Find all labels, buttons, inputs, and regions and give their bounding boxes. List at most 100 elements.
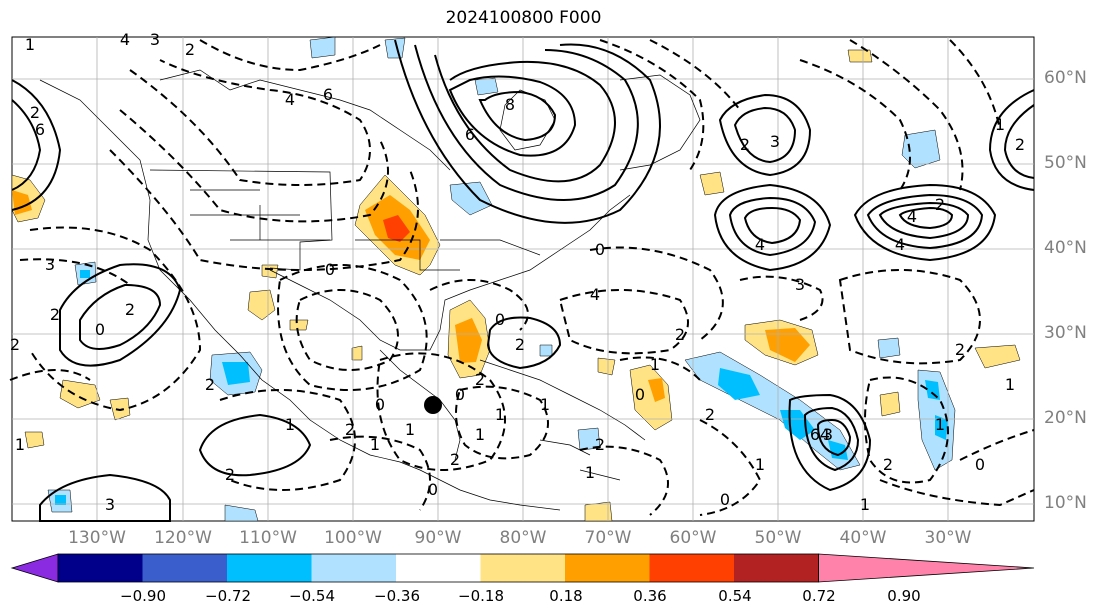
colorbar-segment — [58, 554, 143, 582]
contour-label: 6 — [465, 125, 475, 144]
colorbar-tick-label: 0.54 — [718, 587, 752, 605]
lat-label: 40°N — [1044, 238, 1087, 258]
contour-label: 1 — [15, 435, 25, 454]
contour-label: 0 — [455, 385, 465, 404]
lon-label: 40°W — [839, 528, 887, 548]
contour-label: 4 — [120, 30, 130, 49]
lon-label: 90°W — [414, 528, 462, 548]
lat-label: 60°N — [1044, 68, 1087, 88]
lon-label: 50°W — [754, 528, 802, 548]
contour-label: 2 — [705, 405, 715, 424]
contour-label: 1 — [495, 405, 505, 424]
contour-label: 2 — [205, 375, 215, 394]
contour-label: 1 — [860, 495, 870, 514]
colorbar-tick-label: 0.36 — [633, 587, 667, 605]
colorbar-outline — [57, 553, 819, 583]
contour-label: 0 — [325, 260, 335, 279]
colorbar-tick-label: −0.36 — [374, 587, 420, 605]
contour-label: 1 — [995, 115, 1005, 134]
contour-label: 4 — [907, 207, 917, 226]
contour-label: 2 — [50, 305, 60, 324]
contour-label: 1 — [540, 395, 550, 414]
contour-label: 2 — [955, 340, 965, 359]
contour-label: 4 — [590, 285, 600, 304]
colorbar-extend-max — [818, 553, 1035, 583]
colorbar-segment — [480, 554, 565, 582]
storm-center-marker — [424, 396, 442, 414]
contour-label: 2 — [450, 450, 460, 469]
colorbar-tick-label: 0.90 — [887, 587, 921, 605]
contour-label: 2 — [1015, 135, 1025, 154]
colorbar-segment — [142, 554, 227, 582]
contour-label: 3 — [45, 255, 55, 274]
contour-label: 4 — [820, 425, 830, 444]
contour-label: 2 — [675, 325, 685, 344]
lat-label: 10°N — [1044, 493, 1087, 513]
contour-label: 2 — [225, 465, 235, 484]
contour-label: 3 — [150, 30, 160, 49]
lat-label: 30°N — [1044, 323, 1087, 343]
contour-label: 6 — [323, 85, 333, 104]
contour-label: 0 — [375, 395, 385, 414]
contour-label: 2 — [475, 370, 485, 389]
colorbar-tick-label: −0.90 — [120, 587, 166, 605]
contour-label: 0 — [95, 320, 105, 339]
map-title: 2024100800 F000 — [445, 8, 602, 28]
lon-label: 130°W — [68, 528, 126, 548]
contour-label: 1 — [1005, 375, 1015, 394]
contour-label: 1 — [370, 435, 380, 454]
colorbar-segment — [565, 554, 650, 582]
contour-label: 2 — [345, 420, 355, 439]
lon-label: 60°W — [669, 528, 717, 548]
lon-label: 110°W — [239, 528, 297, 548]
contour-label: 1 — [585, 463, 595, 482]
graticule — [12, 37, 1034, 521]
colorbar-segment — [227, 554, 312, 582]
contour-label: 0 — [428, 480, 438, 499]
contour-label: 2 — [185, 40, 195, 59]
contour-label: 6 — [810, 425, 820, 444]
contour-label: 4 — [755, 235, 765, 254]
colorbar-segment — [311, 554, 396, 582]
lon-label: 70°W — [584, 528, 632, 548]
contour-label: 4 — [895, 235, 905, 254]
contours-positive — [11, 39, 1035, 522]
contour-label: 1 — [285, 415, 295, 434]
colorbar-tick-label: −0.54 — [289, 587, 335, 605]
contour-label: 2 — [883, 455, 893, 474]
contour-label: 6 — [35, 120, 45, 139]
contour-label: 2 — [595, 435, 605, 454]
contour-label: 2 — [515, 335, 525, 354]
contour-label: 3 — [770, 132, 780, 151]
colorbar — [10, 553, 1035, 583]
contour-label: 1 — [650, 355, 660, 374]
contour-label: 0 — [975, 455, 985, 474]
contour-label: 8 — [505, 95, 515, 114]
contour-label: 1 — [935, 415, 945, 434]
contour-label: 1 — [475, 425, 485, 444]
contour-label: 0 — [495, 310, 505, 329]
contours-negative — [9, 39, 1035, 516]
colorbar-segment — [649, 554, 734, 582]
lon-label: 120°W — [154, 528, 212, 548]
contour-label: 2 — [740, 135, 750, 154]
colorbar-tick-label: −0.72 — [205, 587, 251, 605]
contour-label: 3 — [105, 495, 115, 514]
contour-label: 2 — [125, 300, 135, 319]
colorbar-tick-label: 0.18 — [549, 587, 583, 605]
contour-label: 1 — [25, 35, 35, 54]
contour-label: 0 — [720, 490, 730, 509]
contour-label: 1 — [405, 420, 415, 439]
colorbar-segment — [396, 554, 481, 582]
lat-label: 50°N — [1044, 153, 1087, 173]
contour-label: 2 — [935, 195, 945, 214]
colorbar-extend-min — [10, 553, 59, 583]
colorbar-tick-label: 0.72 — [802, 587, 836, 605]
lon-label: 30°W — [924, 528, 972, 548]
lat-label: 20°N — [1044, 408, 1087, 428]
contour-label: 1 — [755, 455, 765, 474]
contour-label: 2 — [30, 103, 40, 122]
contour-label: 0 — [635, 385, 645, 404]
